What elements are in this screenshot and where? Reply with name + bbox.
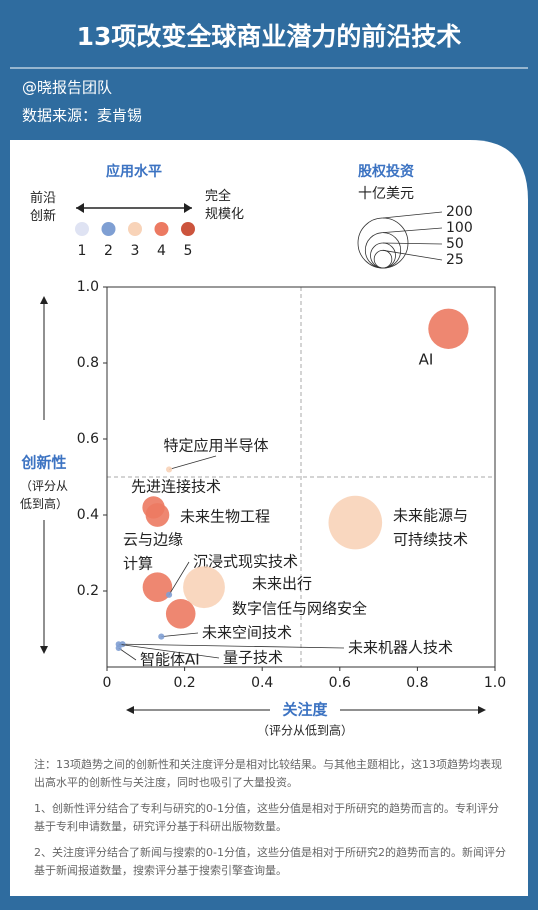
y-sublabel-line: 低到高） [20, 496, 68, 511]
x-tick-label: 0.6 [329, 675, 351, 691]
plot-frame [106, 286, 496, 668]
x-label: 关注度 [282, 701, 328, 719]
y-sublabel: （评分从低到高） [20, 479, 68, 511]
leader [168, 455, 217, 470]
legend-high-line: 规模化 [205, 207, 244, 222]
bubble-label: 云与边缘 [123, 531, 183, 549]
bubble-label: 数字信任与网络安全 [232, 600, 367, 618]
legend-low-line: 创新 [30, 208, 56, 224]
y-tick-label: 1.0 [77, 279, 99, 295]
bubble-label: 量子技术 [223, 649, 283, 667]
size-legend-unit: 十亿美元 [358, 186, 414, 202]
bubble [158, 633, 165, 640]
bubble-label: 智能体AI [140, 651, 200, 669]
x-tick-label: 0.4 [251, 675, 273, 691]
bubble-label: 未来出行 [252, 575, 312, 593]
title: 13项改变全球商业潜力的前沿技术 [77, 22, 462, 51]
bubble-label: 未来能源与 [393, 507, 468, 525]
size-legend-title: 股权投资 [358, 163, 414, 180]
bubble-label: AI [419, 351, 434, 369]
bubble [428, 308, 469, 349]
note: 2、关注度评分结合了新闻与搜索的0-1分值，这些分值是相对于所研究2的趋势而言的… [34, 846, 506, 877]
leader [168, 561, 190, 596]
bubble [115, 645, 122, 651]
legend-level: 5 [184, 243, 193, 259]
y-sublabel-line: （评分从 [20, 479, 68, 493]
bubble [166, 591, 173, 598]
bubble-label: 可持续技术 [393, 531, 468, 549]
y-tick-label: 0.2 [77, 583, 99, 599]
size-legend-leader [382, 242, 443, 245]
legend-level: 3 [131, 243, 140, 259]
bubble [328, 495, 383, 550]
bubble [166, 466, 173, 473]
bubble [145, 503, 170, 527]
size-legend-label: 100 [446, 220, 473, 236]
legend-swatch [181, 222, 195, 236]
size-legend-leader [382, 249, 443, 261]
note: 注：13项趋势之间的创新性和关注度评分是相对比较结果。与其他主题相比，这13项趋… [34, 758, 502, 789]
y-tick-label: 0.8 [77, 355, 99, 371]
author: @晓报告团队 [22, 79, 112, 97]
size-legend-label: 50 [446, 236, 464, 252]
x-tick-label: 0.8 [406, 675, 428, 691]
bubble-label: 特定应用半导体 [163, 437, 268, 455]
legend-swatch [101, 222, 116, 236]
bubble-label: 先进连接技术 [131, 478, 221, 496]
legend-swatch [154, 222, 169, 236]
size-legend-label: 200 [446, 204, 473, 220]
legend-swatch [128, 222, 142, 236]
color-legend-title: 应用水平 [106, 163, 162, 180]
note: 1、创新性评分结合了专利与研究的0-1分值，这些分值是相对于所研究的趋势而言的。… [34, 802, 499, 833]
leader [118, 647, 137, 661]
bubble-label: 未来空间技术 [202, 624, 292, 642]
bubble-label: 计算 [123, 555, 153, 573]
bubble-label: 沉浸式现实技术 [193, 553, 298, 571]
legend-low: 前沿创新 [30, 190, 56, 224]
x-tick-label: 1.0 [484, 675, 506, 691]
size-legend-leader [382, 211, 443, 219]
bubble [183, 566, 225, 609]
y-tick-label: 0.4 [77, 507, 99, 523]
leader [118, 643, 220, 659]
x-tick-label: 0 [103, 675, 112, 691]
panel [10, 140, 528, 896]
size-legend-label: 25 [446, 252, 464, 268]
bubble [165, 599, 196, 629]
legend-high-line: 完全 [205, 188, 231, 204]
legend-swatch [75, 222, 89, 236]
source: 数据来源：麦肯锡 [22, 107, 142, 125]
bubble-label: 未来生物工程 [180, 508, 270, 526]
bubble [142, 572, 173, 602]
legend-level: 4 [157, 243, 166, 259]
bubble-label: 未来机器人技术 [348, 639, 453, 657]
leader [161, 632, 199, 637]
leader [122, 643, 345, 649]
legend-level: 2 [104, 243, 113, 259]
x-tick-label: 0.2 [173, 675, 195, 691]
legend-level: 1 [78, 243, 87, 259]
y-tick-label: 0.6 [77, 431, 99, 447]
y-label: 创新性 [20, 454, 66, 472]
legend-high: 完全规模化 [205, 188, 244, 222]
x-sublabel: （评分从低到高） [257, 723, 353, 738]
legend-low-line: 前沿 [30, 190, 56, 206]
size-legend-leader [382, 227, 443, 234]
